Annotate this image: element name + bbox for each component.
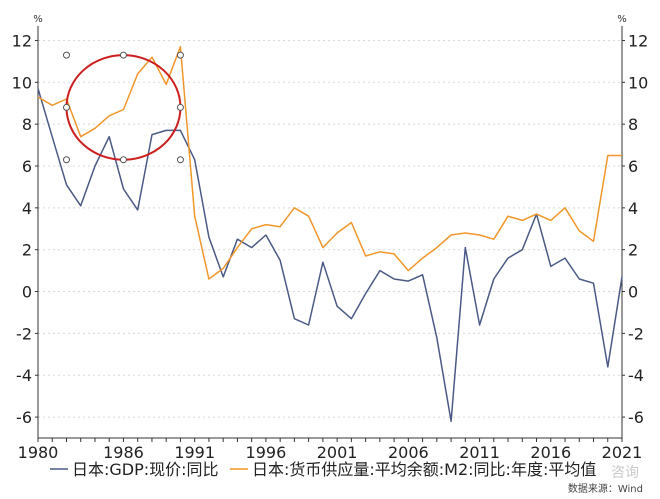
x-tick-label: 2011 <box>459 443 500 462</box>
series-line-1 <box>37 45 622 280</box>
right-y-tick-label: 8 <box>628 115 638 134</box>
right-y-tick-labels: -6 -4 -2 0 2 4 6 8 10 12 <box>628 31 648 427</box>
right-y-tick-label: 6 <box>628 157 638 176</box>
x-tick-label: 1986 <box>103 443 144 462</box>
selection-handle[interactable] <box>62 51 70 59</box>
left-y-tick-label: 8 <box>22 115 32 134</box>
x-tick-label: 2001 <box>317 443 358 462</box>
right-y-tick-label: -2 <box>628 324 644 343</box>
right-y-tick-label: 12 <box>628 31 648 50</box>
selection-handle[interactable] <box>176 51 184 59</box>
left-y-tick-label: -2 <box>16 324 32 343</box>
x-tick-label: 2006 <box>388 443 429 462</box>
left-y-tick-label: 2 <box>22 241 32 260</box>
x-tick-label: 1996 <box>246 443 287 462</box>
selection-handle[interactable] <box>119 156 127 164</box>
x-tick-label: 2021 <box>602 443 643 462</box>
legend-label-gdp: 日本:GDP:现价:同比 <box>72 460 219 479</box>
right-unit-label: % <box>617 14 627 25</box>
selection-handle[interactable] <box>119 51 127 59</box>
x-tick-label: 2016 <box>530 443 571 462</box>
x-tick-labels: 1980 1986 1991 1996 2001 2006 2011 2016 2021 <box>18 443 643 462</box>
series-layer <box>37 45 623 423</box>
left-y-tick-label: 6 <box>22 157 32 176</box>
legend-label-m2: 日本:货币供应量:平均余额:M2:同比:年度:平均值 <box>252 460 596 479</box>
selection-handle[interactable] <box>176 156 184 164</box>
left-y-tick-label: 10 <box>12 73 32 92</box>
legend: 日本:GDP:现价:同比 日本:货币供应量:平均余额:M2:同比:年度:平均值 <box>50 460 596 479</box>
right-y-tick-label: 0 <box>628 283 638 302</box>
axis-layer <box>35 26 625 442</box>
left-y-tick-label: 0 <box>22 283 32 302</box>
series-line-0 <box>37 88 623 423</box>
right-y-tick-label: -6 <box>628 408 644 427</box>
x-tick-label: 1980 <box>18 443 59 462</box>
selection-handle[interactable] <box>62 103 70 111</box>
selection-handle[interactable] <box>176 103 184 111</box>
grid-layer <box>38 39 622 418</box>
left-y-tick-label: -6 <box>16 408 32 427</box>
right-y-tick-label: 10 <box>628 73 648 92</box>
left-unit-label: % <box>33 14 43 25</box>
left-y-tick-labels: -6 -4 -2 0 2 4 6 8 10 12 <box>12 31 32 427</box>
selection-handle[interactable] <box>62 156 70 164</box>
highlight-ellipse <box>65 54 182 161</box>
left-y-tick-label: 4 <box>22 199 32 218</box>
x-tick-label: 1991 <box>174 443 215 462</box>
annotation-layer <box>62 51 184 164</box>
right-y-tick-label: -4 <box>628 366 644 385</box>
left-y-tick-label: -4 <box>16 366 32 385</box>
watermark-text: 咨询 <box>611 465 639 481</box>
left-y-tick-label: 12 <box>12 31 32 50</box>
right-y-tick-label: 4 <box>628 199 638 218</box>
source-note: 数据来源：Wind <box>568 482 643 495</box>
right-y-tick-label: 2 <box>628 241 638 260</box>
